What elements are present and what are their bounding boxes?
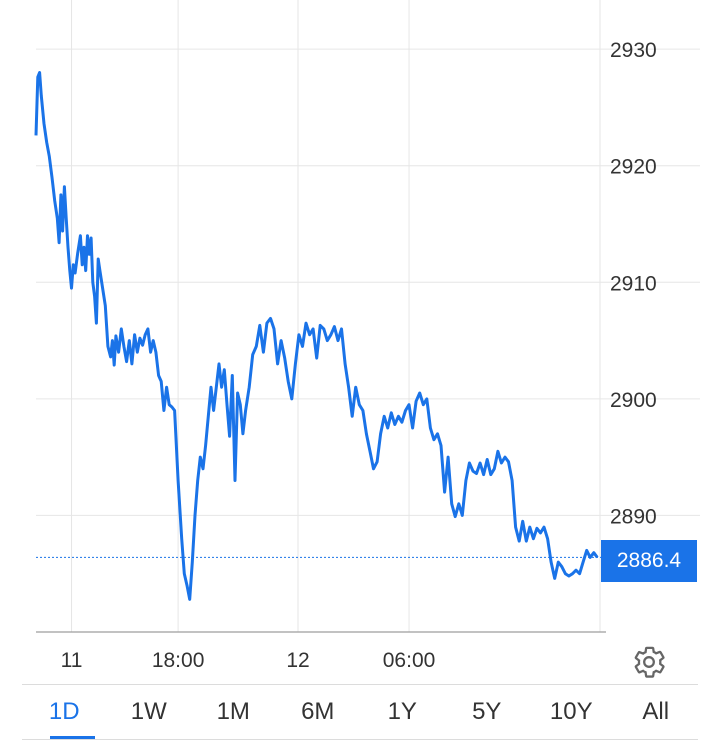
tab-1d[interactable]: 1D [22,685,107,739]
price-series-line [34,71,599,601]
tab-all[interactable]: All [642,698,670,725]
x-tick-label: 11 [61,649,83,672]
y-axis-ticks: 2890 2900 2910 2920 2930 [610,39,657,528]
tab-1m[interactable]: 1M [216,698,250,725]
x-axis-ticks: 11 18:00 12 06:00 [61,649,436,672]
y-tick-label: 2920 [610,156,657,179]
y-tick-label: 2900 [610,389,657,412]
y-tick-label: 2890 [610,505,657,528]
tab-1w[interactable]: 1W [130,698,167,725]
current-price-badge: 2886.4 [601,540,697,582]
tab-1y[interactable]: 1Y [387,698,417,725]
y-tick-label: 2910 [610,272,657,295]
x-tick-label: 12 [286,649,309,672]
x-tick-label: 18:00 [152,649,205,672]
price-chart[interactable]: 2890 2900 2910 2920 2930 11 18:00 12 06:00 [0,0,720,680]
y-tick-label: 2930 [610,39,657,62]
tab-5y[interactable]: 5Y [472,698,502,725]
x-tick-label: 06:00 [383,649,436,672]
gear-icon[interactable] [632,645,666,679]
grid-lines [36,0,700,632]
range-tab-bar: 1D 1W 1M 6M 1Y 5Y 10Y All [22,684,698,740]
tab-10y[interactable]: 10Y [549,698,593,725]
tab-6m[interactable]: 6M [301,698,335,725]
